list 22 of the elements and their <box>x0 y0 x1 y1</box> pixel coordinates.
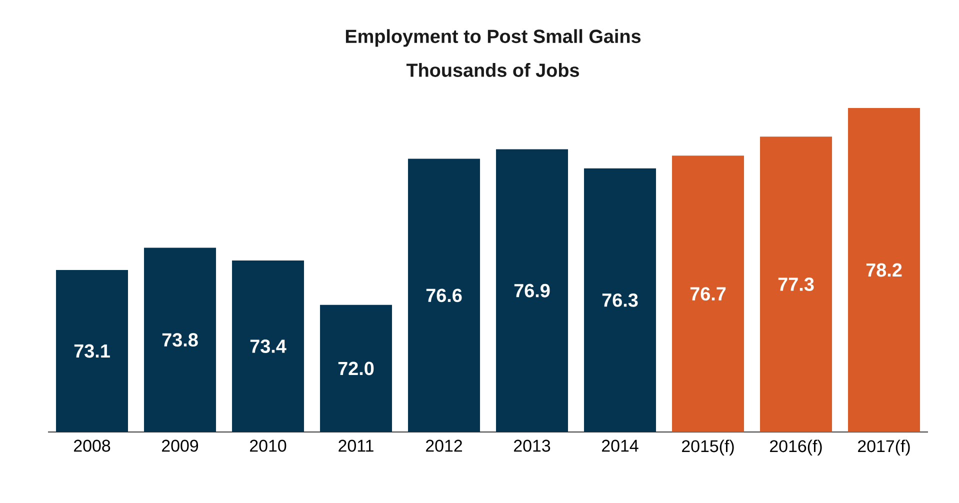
data-label: 76.3 <box>602 293 638 307</box>
x-tick-label: 2016(f) <box>770 440 822 456</box>
data-label: 78.2 <box>866 263 902 277</box>
x-tick-label: 2015(f) <box>682 440 734 456</box>
data-label: 73.1 <box>74 344 110 358</box>
x-tick-label: 2014 <box>602 440 638 452</box>
data-label: 76.6 <box>426 288 462 302</box>
data-label: 76.7 <box>690 287 726 301</box>
data-label: 73.4 <box>250 340 286 353</box>
x-tick-label: 2009 <box>162 440 198 452</box>
x-tick-label: 2011 <box>338 440 374 452</box>
x-tick-label: 2013 <box>514 440 550 452</box>
data-label: 77.3 <box>778 278 814 291</box>
data-label: 72.0 <box>338 362 374 376</box>
x-tick-label: 2012 <box>426 440 462 452</box>
chart-subtitle: Thousands of Jobs <box>406 63 579 77</box>
x-tick-label: 2010 <box>250 440 286 452</box>
data-label: 76.9 <box>514 284 550 298</box>
data-label: 73.8 <box>162 333 198 347</box>
x-tick-label: 2017(f) <box>858 440 910 456</box>
chart-title: Employment to Post Small Gains <box>346 29 641 47</box>
x-tick-label: 2008 <box>74 440 110 452</box>
